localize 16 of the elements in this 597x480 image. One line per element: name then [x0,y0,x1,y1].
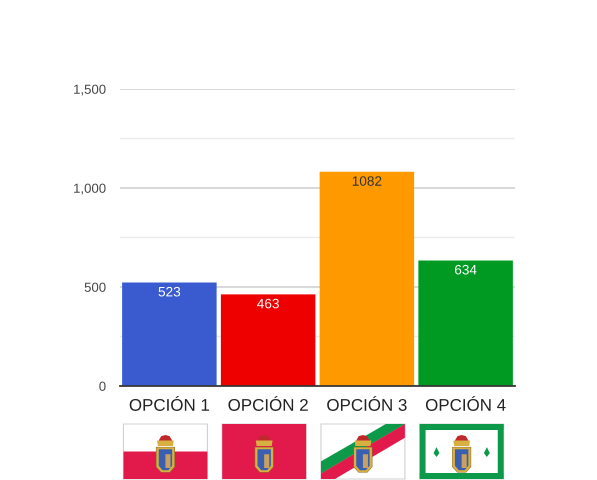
bar [320,172,414,386]
x-tick-label: OPCIÓN 3 [327,396,407,411]
x-tick-label: OPCIÓN 2 [228,396,308,411]
x-tick-label: OPCIÓN 4 [426,396,506,411]
bar [418,260,513,386]
bar [122,282,217,386]
y-tick-label: 500 [84,282,106,292]
data-label: 523 [158,286,180,297]
y-tick-label: 0 [99,382,106,391]
y-tick-label: 1,500 [74,84,106,96]
bar [220,294,316,386]
data-label: 634 [454,264,477,275]
data-label: 463 [257,298,279,308]
x-tick-label: OPCIÓN 1 [130,396,210,411]
data-label: 1082 [352,176,382,186]
y-tick-label: 1,000 [74,184,106,194]
